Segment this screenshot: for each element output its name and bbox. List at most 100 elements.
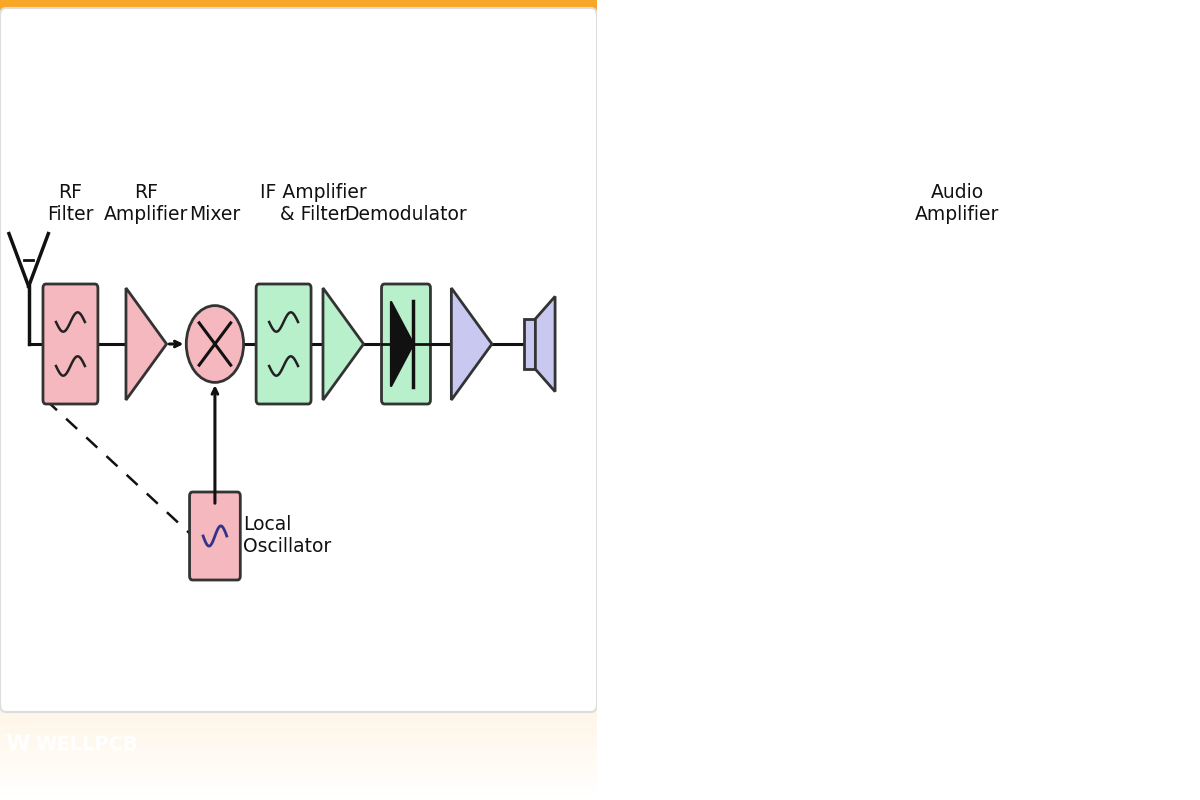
Bar: [0, 568, 598, 572]
Bar: [0, 723, 598, 728]
Polygon shape: [451, 288, 492, 400]
Bar: [0, 411, 598, 416]
Bar: [0, 516, 598, 520]
Bar: [0, 39, 598, 44]
Bar: [0, 695, 598, 700]
Bar: [0, 467, 598, 472]
Bar: [0, 784, 598, 788]
Bar: [0, 223, 598, 228]
Bar: [0, 351, 598, 356]
Bar: [0, 104, 598, 108]
Bar: [0, 495, 598, 500]
Bar: [0, 388, 598, 392]
Bar: [0, 232, 598, 236]
Bar: [0, 672, 598, 676]
Bar: [0, 68, 598, 72]
Bar: [0, 675, 598, 680]
Bar: [0, 15, 598, 20]
Bar: [0, 359, 598, 364]
Bar: [0, 680, 598, 684]
Bar: [0, 60, 598, 64]
Bar: [0, 76, 598, 80]
Bar: [0, 100, 598, 104]
Bar: [0, 312, 598, 316]
Bar: [0, 275, 598, 280]
Bar: [0, 31, 598, 36]
Bar: [0, 579, 598, 584]
Bar: [0, 80, 598, 84]
Bar: [0, 200, 598, 204]
Bar: [0, 532, 598, 536]
Bar: [0, 219, 598, 224]
Bar: [0, 456, 598, 460]
Bar: [0, 475, 598, 480]
Bar: [0, 683, 598, 688]
Polygon shape: [323, 288, 364, 400]
Bar: [0, 728, 598, 732]
Bar: [0, 707, 598, 712]
Bar: [0, 355, 598, 360]
FancyBboxPatch shape: [256, 284, 311, 404]
Bar: [0, 560, 598, 564]
Bar: [0, 752, 598, 756]
Polygon shape: [126, 288, 167, 400]
Bar: [0, 651, 598, 656]
Bar: [0, 111, 598, 116]
Bar: [0, 524, 598, 528]
Bar: [0, 432, 598, 436]
Bar: [0, 304, 598, 308]
Bar: [0, 123, 598, 128]
Bar: [0, 259, 598, 264]
Bar: [0, 27, 598, 32]
Bar: [0, 464, 598, 468]
Bar: [0, 196, 598, 200]
Bar: [0, 720, 598, 724]
Bar: [0, 144, 598, 148]
Text: W: W: [6, 734, 30, 754]
Bar: [0, 0, 598, 4]
Bar: [0, 632, 598, 636]
Bar: [0, 576, 598, 580]
Bar: [0, 760, 598, 764]
Bar: [0, 288, 598, 292]
Bar: [0, 323, 598, 328]
Bar: [0, 648, 598, 652]
Bar: [0, 731, 598, 736]
Bar: [0, 611, 598, 616]
Bar: [0, 595, 598, 600]
Bar: [0, 768, 598, 772]
Bar: [0, 640, 598, 644]
Bar: [0, 776, 598, 780]
Bar: [0, 408, 598, 412]
Bar: [0, 440, 598, 444]
Bar: [0, 11, 598, 16]
Bar: [0, 248, 598, 252]
Bar: [0, 43, 598, 48]
Bar: [0, 135, 598, 140]
Bar: [0, 616, 598, 620]
Bar: [0, 508, 598, 512]
Bar: [0, 292, 598, 296]
Bar: [0, 363, 598, 368]
Bar: [0, 340, 598, 344]
Bar: [0, 787, 598, 792]
Bar: [0, 472, 598, 476]
Bar: [0, 643, 598, 648]
Bar: [0, 243, 598, 248]
Bar: [0, 504, 598, 508]
Bar: [0, 592, 598, 596]
Bar: [0, 779, 598, 784]
Bar: [0, 172, 598, 176]
Bar: [0, 371, 598, 376]
Text: RF
Amplifier: RF Amplifier: [104, 183, 188, 224]
Bar: [0, 152, 598, 156]
Bar: [0, 344, 598, 348]
Text: IF Amplifier
& Filter: IF Amplifier & Filter: [260, 183, 367, 224]
Bar: [0, 528, 598, 532]
Bar: [0, 319, 598, 324]
Bar: [0, 168, 598, 172]
Bar: [0, 443, 598, 448]
Bar: [0, 88, 598, 92]
Text: WELLPCB: WELLPCB: [36, 734, 138, 754]
Bar: [0, 332, 598, 336]
